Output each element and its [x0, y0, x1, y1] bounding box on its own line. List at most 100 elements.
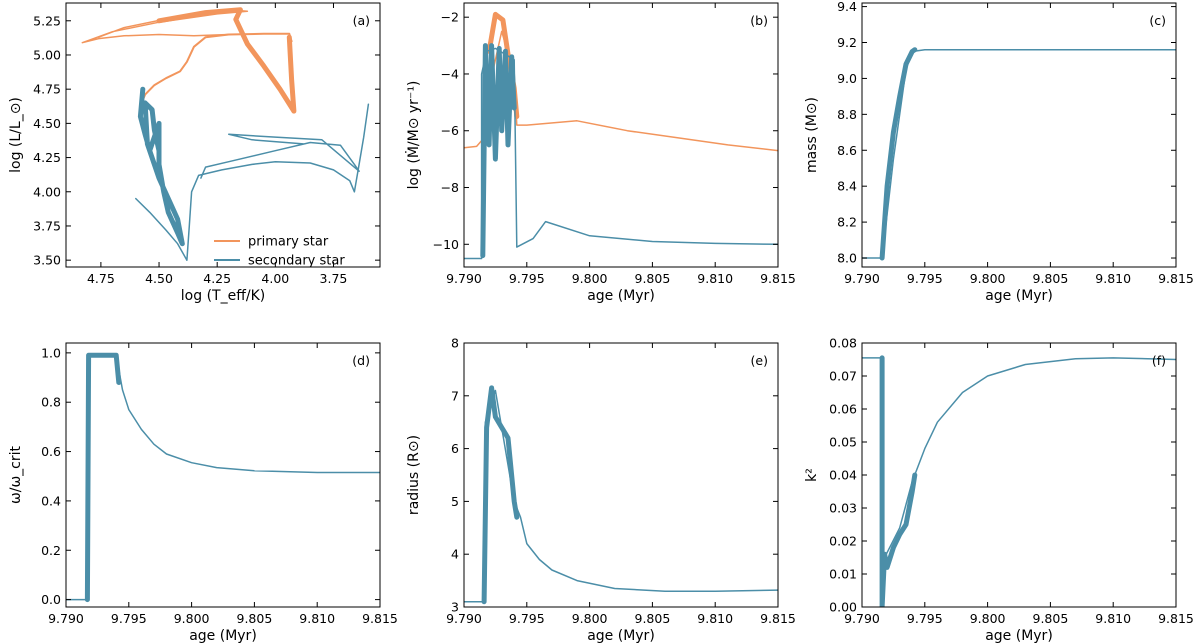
- x-tick-label-d-1: 9.795: [111, 611, 147, 626]
- x-axis-label-f: age (Myr): [985, 628, 1053, 643]
- panel-label-f: (f): [1152, 353, 1166, 368]
- primary-series-line-a-0: [141, 32, 293, 102]
- y-tick-label-f-3: 0.03: [829, 501, 857, 516]
- x-tick-label-a-2: 4.25: [203, 271, 231, 286]
- y-tick-label-c-1: 8.2: [837, 215, 857, 230]
- x-tick-label-b-5: 9.815: [760, 271, 796, 286]
- x-tick-label-c-1: 9.795: [907, 271, 943, 286]
- x-tick-label-c-3: 9.805: [1033, 271, 1069, 286]
- panel-c: 9.790 9.795 9.800 9.805 9.810 9.815 8.0 8.2 8.4 8…: [804, 0, 1194, 304]
- x-tick-label-d-3: 9.805: [237, 611, 273, 626]
- x-tick-label-c-5: 9.815: [1158, 271, 1194, 286]
- legend-label-secondary: secondary star: [248, 254, 345, 269]
- y-tick-label-d-5: 1.0: [41, 345, 61, 360]
- y-tick-label-e-0: 3: [451, 600, 459, 615]
- secondary-series-line-a-5: [137, 86, 185, 247]
- y-tick-label-c-4: 8.8: [837, 107, 857, 122]
- x-tick-label-a-0: 4.75: [87, 271, 115, 286]
- secondary-series-line-e-1: [481, 385, 520, 605]
- y-tick-label-c-7: 9.4: [837, 0, 857, 14]
- axes-frame-d: [65, 342, 381, 608]
- secondary-series-line-d-0: [66, 354, 380, 601]
- y-tick-label-f-7: 0.07: [829, 369, 857, 384]
- x-tick-label-a-4: 3.75: [320, 271, 348, 286]
- x-tick-label-e-2: 9.800: [572, 611, 608, 626]
- secondary-series-line-d-1: [84, 352, 122, 603]
- axes-frame-e: [463, 342, 779, 608]
- x-tick-label-e-1: 9.795: [509, 611, 545, 626]
- x-tick-label-f-1: 9.795: [907, 611, 943, 626]
- y-tick-label-b-3: −4: [441, 66, 459, 81]
- x-tick-label-a-3: 4.00: [261, 271, 289, 286]
- panel-label-c: (c): [1149, 13, 1166, 28]
- x-tick-label-f-0: 9.790: [844, 611, 880, 626]
- x-tick-label-f-2: 9.800: [970, 611, 1006, 626]
- y-axis-label-b: log (Ṁ/M⊙ yr⁻¹): [404, 81, 422, 190]
- x-axis-label-c: age (Myr): [985, 288, 1053, 304]
- x-tick-label-e-0: 9.790: [446, 611, 482, 626]
- y-tick-label-d-2: 0.4: [41, 493, 61, 508]
- panel-d: 9.790 9.795 9.800 9.805 9.810 9.815 0.0 0.2 0.4 0…: [8, 342, 398, 643]
- y-tick-label-b-4: −2: [441, 10, 459, 25]
- y-tick-label-b-2: −6: [441, 123, 459, 138]
- axes-frame-b: [463, 2, 779, 268]
- x-axis-label-e: age (Myr): [587, 628, 655, 643]
- y-tick-label-a-6: 5.00: [33, 47, 61, 62]
- y-tick-label-e-4: 7: [451, 388, 459, 403]
- y-tick-label-f-6: 0.06: [829, 402, 857, 417]
- panel-e: 9.790 9.795 9.800 9.805 9.810 9.815 3 4 5 6 7 8 (e) a…: [406, 336, 796, 643]
- secondary-series-line-f-1: [879, 355, 918, 607]
- y-tick-label-a-5: 4.75: [33, 82, 61, 97]
- y-axis-label-f: k²: [804, 468, 820, 482]
- y-tick-label-c-2: 8.4: [837, 179, 857, 194]
- y-tick-label-a-0: 3.50: [33, 253, 61, 268]
- y-tick-label-e-3: 6: [451, 441, 459, 456]
- secondary-series-line-a-3: [135, 103, 370, 261]
- y-tick-label-f-1: 0.01: [829, 567, 857, 582]
- axes-frame-c: [861, 2, 1177, 268]
- x-axis-label-a: log (T_eff/K): [181, 288, 265, 304]
- x-tick-label-b-3: 9.805: [635, 271, 671, 286]
- panel-label-d: (d): [352, 353, 370, 368]
- x-tick-label-c-4: 9.810: [1095, 271, 1131, 286]
- axes-frame-a: [65, 2, 381, 268]
- x-tick-label-d-5: 9.815: [362, 611, 398, 626]
- y-tick-label-a-2: 4.00: [33, 184, 61, 199]
- y-tick-label-a-1: 3.75: [33, 218, 61, 233]
- y-tick-label-c-0: 8.0: [837, 251, 857, 266]
- y-tick-label-d-0: 0.0: [41, 592, 61, 607]
- y-axis-label-a: log (L/L_⊙): [8, 97, 24, 173]
- y-tick-label-d-4: 0.8: [41, 395, 61, 410]
- y-tick-label-c-5: 9.0: [837, 71, 857, 86]
- y-tick-label-b-1: −8: [441, 180, 459, 195]
- x-tick-label-f-3: 9.805: [1033, 611, 1069, 626]
- secondary-series-line-c-0: [862, 48, 1176, 259]
- secondary-series-line-b-3: [480, 43, 517, 259]
- secondary-series-line-a-4: [200, 133, 360, 179]
- y-tick-label-a-7: 5.25: [33, 13, 61, 28]
- x-tick-label-e-3: 9.805: [635, 611, 671, 626]
- secondary-series-line-e-0: [464, 389, 778, 603]
- secondary-series-line-f-0: [862, 357, 1176, 607]
- panel-label-b: (b): [750, 13, 768, 28]
- x-axis-label-d: age (Myr): [189, 628, 257, 643]
- x-tick-label-d-0: 9.790: [48, 611, 84, 626]
- y-tick-label-c-3: 8.6: [837, 143, 857, 158]
- primary-series-line-a-1: [81, 9, 249, 44]
- y-tick-label-f-4: 0.04: [829, 468, 857, 483]
- y-tick-label-d-1: 0.2: [41, 543, 61, 558]
- x-tick-label-b-0: 9.790: [446, 271, 482, 286]
- y-tick-label-e-2: 5: [451, 494, 459, 509]
- x-tick-label-b-2: 9.800: [572, 271, 608, 286]
- x-tick-label-f-4: 9.810: [1095, 611, 1131, 626]
- primary-series-line-a-2: [156, 7, 297, 114]
- panel-b: 9.790 9.795 9.800 9.805 9.810 9.815 −10 −8 −6 −4 −…: [404, 2, 796, 304]
- x-tick-label-d-2: 9.800: [174, 611, 210, 626]
- y-tick-label-a-4: 4.50: [33, 116, 61, 131]
- x-axis-label-b: age (Myr): [587, 288, 655, 304]
- x-tick-label-c-2: 9.800: [970, 271, 1006, 286]
- panel-a: 4.75 4.50 4.25 4.00 3.75 3.50 3.75 4.00 4.25 4.50…: [8, 2, 381, 304]
- y-tick-label-f-8: 0.08: [829, 336, 857, 351]
- secondary-series-line-c-1: [879, 47, 918, 261]
